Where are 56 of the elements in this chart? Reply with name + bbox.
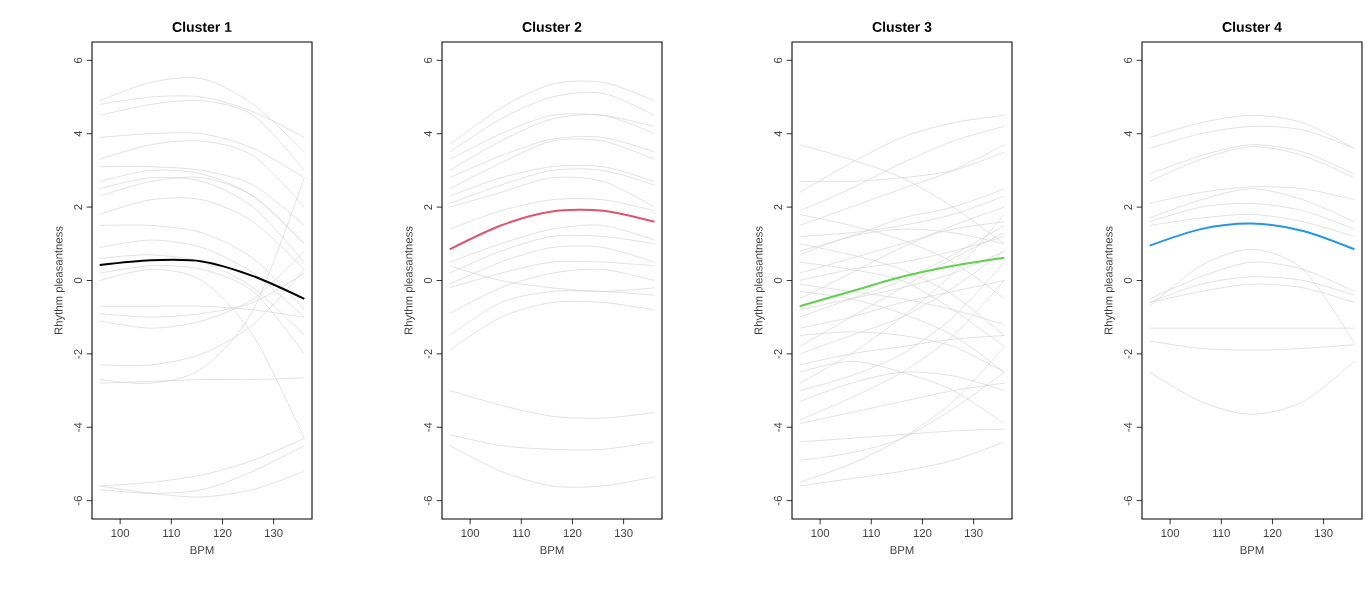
y-tick-label: 6 <box>773 57 782 63</box>
y-tick-label: -2 <box>774 349 782 359</box>
chart-title: Cluster 2 <box>522 21 582 32</box>
y-tick-label: 4 <box>74 130 82 137</box>
x-tick-label: 110 <box>1213 529 1230 538</box>
y-tick-label: 0 <box>423 277 432 284</box>
y-tick-label: -4 <box>74 422 82 432</box>
x-tick-label: 110 <box>163 529 180 538</box>
y-tick-label: -4 <box>424 422 432 432</box>
y-tick-label: 4 <box>774 130 782 137</box>
y-tick-label: 6 <box>1123 57 1132 63</box>
y-tick-label: 2 <box>74 204 82 210</box>
x-tick-label: 130 <box>1315 529 1333 538</box>
y-tick-label: -6 <box>73 496 82 506</box>
x-axis-title: BPM <box>190 546 214 554</box>
x-tick-label: 120 <box>1263 529 1282 538</box>
x-tick-label: 120 <box>563 529 582 538</box>
x-tick-label: 130 <box>615 529 633 538</box>
y-tick-label: -2 <box>424 349 432 359</box>
x-axis-title: BPM <box>1240 546 1264 554</box>
x-tick-label: 100 <box>111 529 130 538</box>
y-tick-label: -6 <box>1123 496 1132 506</box>
chart-title: Cluster 4 <box>1222 21 1282 32</box>
x-tick-label: 110 <box>863 529 880 538</box>
x-tick-label: 120 <box>913 529 932 538</box>
y-tick-label: 6 <box>423 57 432 63</box>
x-tick-label: 130 <box>965 529 983 538</box>
y-tick-label: -2 <box>1124 349 1132 359</box>
x-axis-title: BPM <box>890 546 914 554</box>
y-tick-label: -6 <box>423 496 432 506</box>
x-tick-label: 130 <box>265 529 283 538</box>
y-tick-label: 4 <box>424 130 432 137</box>
y-tick-label: -4 <box>774 422 782 432</box>
y-axis-title: Rhythm pleasantness <box>404 226 415 335</box>
y-axis-title: Rhythm pleasantness <box>54 226 65 335</box>
y-tick-label: 6 <box>73 57 82 63</box>
chart-title: Cluster 3 <box>872 21 932 32</box>
y-tick-label: 2 <box>424 204 432 210</box>
y-tick-label: 2 <box>1124 204 1132 210</box>
x-tick-label: 100 <box>1161 529 1180 538</box>
x-tick-label: 110 <box>513 529 530 538</box>
x-tick-label: 120 <box>213 529 232 538</box>
y-tick-label: 0 <box>773 277 782 284</box>
y-tick-label: -6 <box>773 496 782 506</box>
y-tick-label: -2 <box>74 349 82 359</box>
y-axis-title: Rhythm pleasantness <box>1104 226 1115 335</box>
y-axis-title: Rhythm pleasantness <box>754 226 765 335</box>
y-tick-label: 0 <box>1123 277 1132 284</box>
x-axis-title: BPM <box>540 546 564 554</box>
y-tick-label: 2 <box>774 204 782 210</box>
y-tick-label: 4 <box>1124 130 1132 137</box>
x-tick-label: 100 <box>811 529 830 538</box>
y-tick-label: 0 <box>73 277 82 284</box>
chart-title: Cluster 1 <box>172 21 232 32</box>
y-tick-label: -4 <box>1124 422 1132 432</box>
x-tick-label: 100 <box>461 529 480 538</box>
